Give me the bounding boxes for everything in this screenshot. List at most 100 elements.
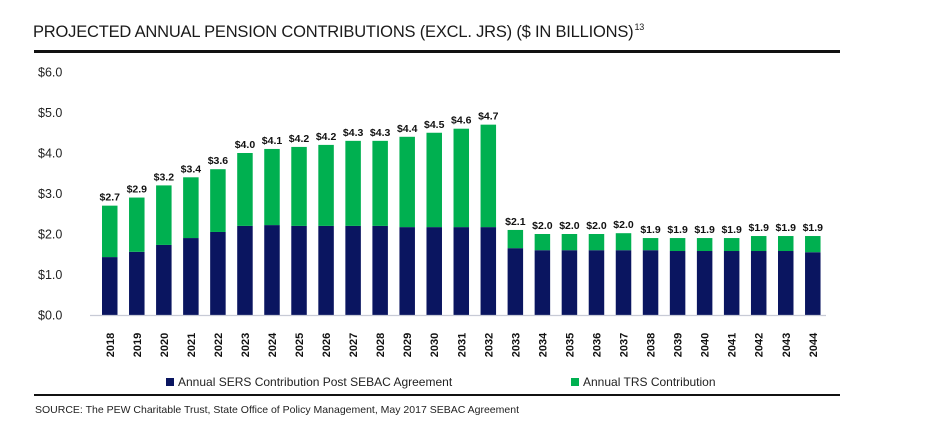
bar-sers [480, 227, 497, 315]
x-tick-label: 2030 [429, 333, 441, 357]
x-tick-label: 2028 [375, 333, 387, 357]
bar-sers [534, 250, 551, 315]
bars [102, 124, 821, 315]
x-tick-label: 2041 [727, 333, 739, 357]
data-label: $4.3 [370, 127, 391, 139]
bar-trs [399, 136, 415, 228]
legend-item-trs: Annual TRS Contribution [571, 375, 716, 389]
x-tick-label: 2032 [483, 333, 495, 357]
bar-trs [480, 124, 497, 228]
bar-sers [615, 250, 632, 315]
data-label: $2.0 [532, 220, 553, 232]
y-tick-label: $4.0 [38, 147, 62, 161]
bar-trs [561, 234, 578, 251]
data-label: $3.4 [181, 163, 202, 175]
bar-trs [291, 146, 307, 226]
x-axis: 2018 2019 2020 2021 2022 2023 2024 2025 2026 2027… [90, 314, 826, 357]
bar-trs [426, 132, 442, 228]
data-label: $2.7 [100, 192, 121, 204]
bar-sers [561, 250, 578, 315]
x-tick-label: 2038 [646, 333, 658, 357]
data-label: $4.4 [397, 123, 418, 135]
data-label: $1.9 [640, 224, 661, 236]
bar-trs [805, 236, 821, 253]
y-tick-label: $1.0 [38, 268, 62, 282]
chart-title: PROJECTED ANNUAL PENSION CONTRIBUTIONS (… [33, 22, 644, 42]
bar-trs [264, 148, 280, 226]
x-tick-label: 2037 [619, 333, 631, 357]
bar-trs [183, 177, 199, 239]
x-tick-label: 2042 [754, 333, 766, 357]
legend-item-sers: Annual SERS Contribution Post SEBAC Agre… [166, 375, 452, 389]
data-label: $4.7 [478, 111, 499, 123]
x-tick-label: 2029 [402, 333, 414, 357]
x-tick-label: 2019 [132, 333, 144, 357]
legend-label-trs: Annual TRS Contribution [583, 375, 716, 389]
data-label: $4.5 [424, 119, 445, 131]
x-tick-label: 2036 [591, 333, 603, 357]
bar-sers [805, 252, 821, 315]
legend-swatch-trs [571, 378, 579, 386]
bar-trs [669, 238, 686, 252]
bar-sers [723, 251, 740, 315]
data-label: $1.9 [748, 222, 769, 234]
data-labels: $2.7 $2.9 $3.2 $3.4 $3.6 $4.0 $4.1 $4.2 $4.2 $4.3… [100, 111, 824, 236]
bar-trs [453, 128, 470, 228]
y-tick-label: $0.0 [38, 309, 62, 323]
bar-sers [345, 225, 361, 315]
bar-sers [588, 250, 605, 315]
data-label: $4.3 [343, 127, 364, 139]
y-tick-label: $3.0 [38, 187, 62, 201]
bar-trs [696, 238, 713, 252]
data-label: $3.2 [154, 171, 175, 183]
bar-sers [183, 238, 199, 315]
bar-trs [129, 197, 145, 252]
data-label: $2.9 [127, 184, 148, 196]
data-label: $2.0 [586, 220, 607, 232]
bar-trs [588, 234, 605, 251]
bar-sers [426, 227, 442, 315]
x-tick-label: 2043 [781, 333, 793, 357]
data-label: $4.6 [451, 115, 472, 127]
x-tick-label: 2026 [321, 333, 333, 357]
y-tick-label: $6.0 [38, 66, 62, 80]
source-note: SOURCE: The PEW Charitable Trust, State … [35, 404, 519, 416]
data-label: $3.6 [208, 155, 229, 167]
bar-trs [102, 205, 118, 258]
bar-trs [642, 238, 659, 251]
bar-trs [615, 233, 632, 251]
bar-sers [453, 227, 470, 315]
x-tick-label: 2044 [808, 332, 820, 357]
bar-trs [750, 236, 767, 252]
data-label: $1.9 [694, 224, 715, 236]
data-label: $1.9 [776, 222, 797, 234]
bar-sers [507, 248, 524, 315]
x-tick-label: 2021 [186, 333, 198, 357]
data-label: $2.0 [559, 220, 580, 232]
x-tick-label: 2023 [240, 333, 252, 357]
bar-sers [129, 251, 145, 315]
y-tick-label: $5.0 [38, 106, 62, 120]
bar-sers [264, 225, 280, 315]
bar-sers [669, 251, 686, 315]
x-tick-label: 2020 [159, 333, 171, 357]
bar-trs [237, 153, 253, 226]
bar-trs [778, 236, 794, 252]
y-axis: $0.0 $1.0 $2.0 $3.0 $4.0 $5.0 $6.0 [38, 66, 62, 323]
bar-trs [507, 229, 524, 249]
x-tick-label: 2040 [700, 333, 712, 357]
bar-trs [723, 238, 740, 252]
bar-trs [345, 140, 361, 226]
bar-sers [778, 251, 794, 315]
x-tick-label: 2025 [294, 333, 306, 357]
data-label: $4.2 [316, 131, 337, 143]
bar-sers [696, 251, 713, 315]
data-label: $1.9 [721, 224, 742, 236]
bar-trs [156, 185, 172, 245]
bar-sers [750, 251, 767, 315]
x-tick-label: 2035 [564, 333, 576, 357]
bar-sers [399, 227, 415, 315]
bar-sers [102, 257, 118, 315]
data-label: $4.2 [289, 133, 310, 145]
